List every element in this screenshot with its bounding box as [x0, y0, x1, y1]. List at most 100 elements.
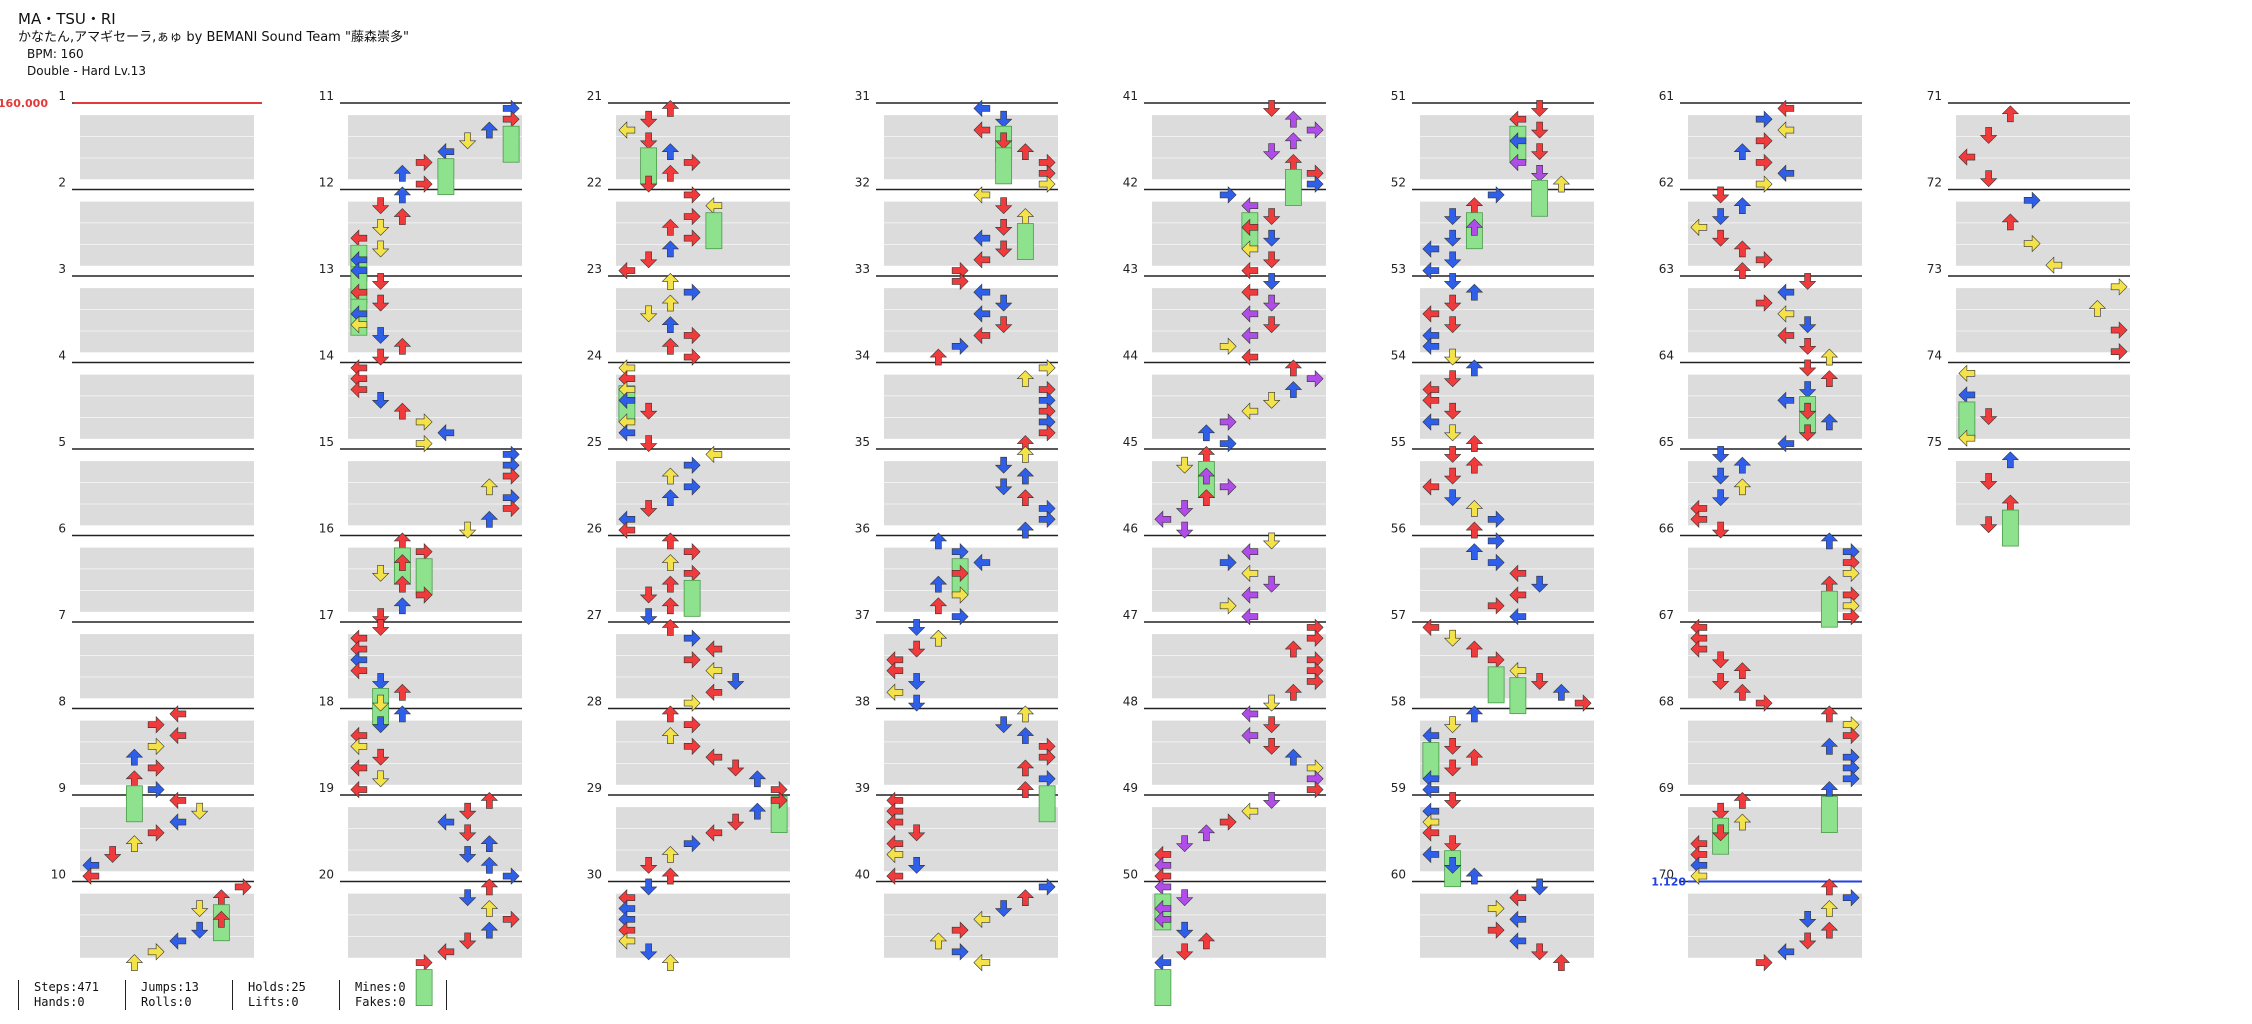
step-arrow [973, 326, 991, 345]
step-arrow [1733, 143, 1752, 160]
step-arrow [1016, 521, 1035, 539]
step-arrow [1422, 618, 1440, 637]
step-arrow [371, 748, 390, 766]
step-arrow [1711, 489, 1730, 507]
measure-number: 67 [1659, 608, 1674, 622]
step-arrow [994, 219, 1013, 236]
step-arrow [1443, 273, 1462, 290]
step-arrow [705, 640, 723, 658]
measure-number: 63 [1659, 262, 1674, 276]
stat-fakes: Fakes:0 [355, 995, 406, 1009]
step-arrow [1175, 835, 1194, 853]
step-arrow [973, 229, 991, 247]
step-arrow [1509, 910, 1527, 929]
step-arrow [437, 943, 455, 961]
measure-number: 64 [1659, 349, 1674, 363]
measure-number: 47 [1123, 608, 1138, 622]
beat-band [80, 893, 254, 915]
beat-band [1688, 677, 1862, 699]
step-arrow [1422, 391, 1440, 410]
step-arrow [1284, 640, 1303, 658]
step-arrow [1798, 316, 1817, 334]
step-arrow [1422, 261, 1440, 280]
measure-number: 22 [587, 176, 602, 190]
beat-band [1152, 461, 1326, 483]
measure-number: 66 [1659, 522, 1674, 536]
step-arrow [415, 175, 433, 193]
bpm-marker-label: 160.000 [0, 97, 48, 110]
step-arrow [748, 802, 767, 820]
stat-group-mines: Mines:0 Fakes:0 [339, 980, 446, 1010]
beat-band [1420, 655, 1594, 677]
step-arrow [886, 867, 904, 885]
beat-band [348, 158, 522, 180]
step-arrow [907, 694, 926, 712]
beat-band [1688, 634, 1862, 656]
step-arrow [1443, 294, 1462, 312]
step-arrow [1241, 564, 1259, 583]
step-arrow [2110, 321, 2128, 339]
step-arrow [1733, 262, 1752, 279]
step-arrow [1422, 337, 1440, 356]
step-arrow [1443, 208, 1462, 225]
step-arrow [1422, 240, 1440, 258]
beat-band [616, 309, 790, 331]
measure-number: 13 [319, 262, 334, 276]
step-arrow [886, 845, 904, 864]
beat-band [1688, 720, 1862, 742]
beat-band [348, 763, 522, 785]
step-arrow [371, 673, 390, 690]
beat-band [80, 396, 254, 418]
beat-band [884, 807, 1058, 829]
measure-number: 59 [1391, 781, 1406, 795]
measure-number: 41 [1123, 89, 1138, 103]
beat-band [1956, 461, 2130, 482]
measure-number: 9 [58, 781, 66, 795]
step-arrow [618, 391, 636, 410]
step-arrow [480, 835, 499, 852]
measure-number: 61 [1659, 89, 1674, 103]
beat-band [1688, 763, 1862, 785]
beat-band [80, 244, 254, 266]
step-arrow [393, 208, 412, 225]
step-arrow [1284, 110, 1303, 128]
beat-band [80, 331, 254, 353]
step-arrow [190, 921, 209, 939]
beat-band [80, 655, 254, 677]
step-arrow [726, 673, 745, 690]
beat-band [1688, 590, 1862, 612]
beat-band [1420, 720, 1594, 742]
step-arrow [929, 575, 948, 593]
step-arrow [1422, 845, 1440, 864]
step-arrow [705, 445, 723, 464]
beat-band [80, 374, 254, 396]
beat-band [1152, 720, 1326, 742]
beat-band [1420, 417, 1594, 439]
step-arrow [371, 327, 390, 344]
step-arrow [1465, 640, 1484, 658]
step-arrow [726, 759, 745, 777]
beat-band [348, 244, 522, 266]
beat-band [1152, 742, 1326, 764]
beat-band [1420, 763, 1594, 785]
measure-number: 69 [1659, 781, 1674, 795]
beat-band [1152, 115, 1326, 137]
step-arrow [2001, 451, 2020, 469]
beat-band [1420, 677, 1594, 699]
step-arrow [480, 121, 499, 139]
beat-band [1688, 807, 1862, 829]
beat-band [884, 893, 1058, 915]
step-arrow [1241, 218, 1259, 237]
step-arrow [907, 673, 926, 690]
step-arrow [480, 791, 499, 809]
beat-band [616, 850, 790, 872]
beat-band [80, 223, 254, 245]
beat-band [348, 720, 522, 742]
measure-number: 45 [1123, 435, 1138, 449]
beat-band [80, 309, 254, 331]
step-arrow [1154, 510, 1172, 529]
beat-band [1420, 201, 1594, 223]
step-arrow [661, 143, 680, 160]
beat-band [884, 569, 1058, 591]
beat-band [884, 417, 1058, 439]
